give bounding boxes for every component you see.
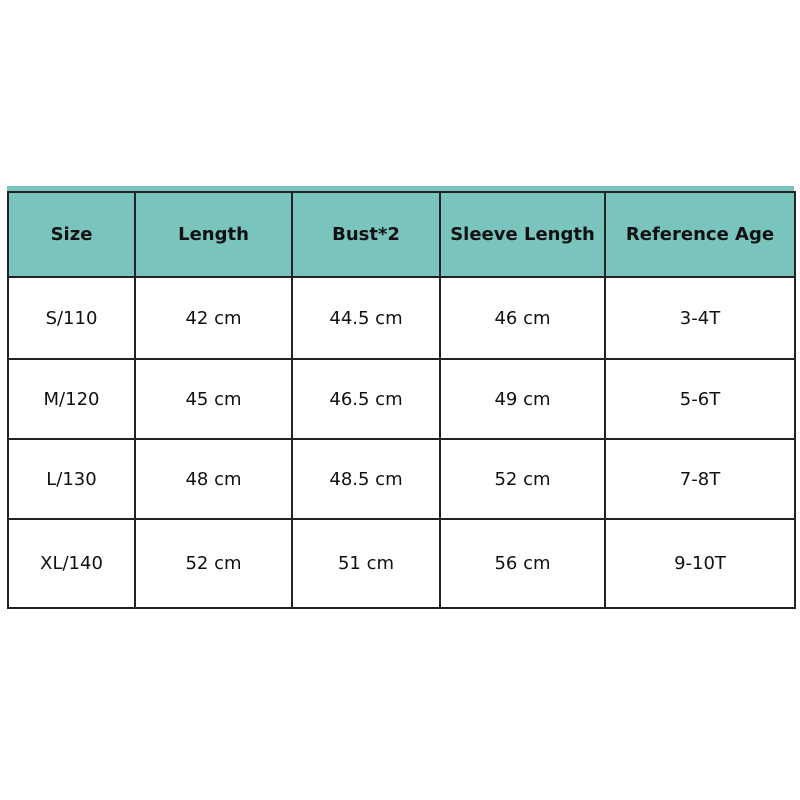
cell-reference-age: 9-10T xyxy=(604,518,796,609)
cell-length: 42 cm xyxy=(134,276,293,360)
cell-size: L/130 xyxy=(7,438,136,520)
header-reference-age: Reference Age xyxy=(604,191,796,278)
cell-size: M/120 xyxy=(7,358,136,440)
cell-sleeve-length: 56 cm xyxy=(439,518,606,609)
cell-bust: 46.5 cm xyxy=(291,358,441,440)
header-bust: Bust*2 xyxy=(291,191,441,278)
cell-bust: 44.5 cm xyxy=(291,276,441,360)
cell-length: 45 cm xyxy=(134,358,293,440)
cell-sleeve-length: 49 cm xyxy=(439,358,606,440)
cell-bust: 51 cm xyxy=(291,518,441,609)
cell-length: 48 cm xyxy=(134,438,293,520)
cell-reference-age: 3-4T xyxy=(604,276,796,360)
cell-reference-age: 5-6T xyxy=(604,358,796,440)
cell-sleeve-length: 46 cm xyxy=(439,276,606,360)
header-length: Length xyxy=(134,191,293,278)
table-row: S/110 42 cm 44.5 cm 46 cm 3-4T xyxy=(7,276,796,360)
cell-reference-age: 7-8T xyxy=(604,438,796,520)
header-top-strip xyxy=(7,186,794,192)
cell-size: XL/140 xyxy=(7,518,136,609)
size-chart-table: Size Length Bust*2 Sleeve Length Referen… xyxy=(7,191,796,609)
table-row: XL/140 52 cm 51 cm 56 cm 9-10T xyxy=(7,518,796,609)
table-row: M/120 45 cm 46.5 cm 49 cm 5-6T xyxy=(7,358,796,440)
cell-sleeve-length: 52 cm xyxy=(439,438,606,520)
table-row: L/130 48 cm 48.5 cm 52 cm 7-8T xyxy=(7,438,796,520)
cell-length: 52 cm xyxy=(134,518,293,609)
header-sleeve-length: Sleeve Length xyxy=(439,191,606,278)
cell-bust: 48.5 cm xyxy=(291,438,441,520)
cell-size: S/110 xyxy=(7,276,136,360)
header-size: Size xyxy=(7,191,136,278)
header-row: Size Length Bust*2 Sleeve Length Referen… xyxy=(7,191,796,278)
